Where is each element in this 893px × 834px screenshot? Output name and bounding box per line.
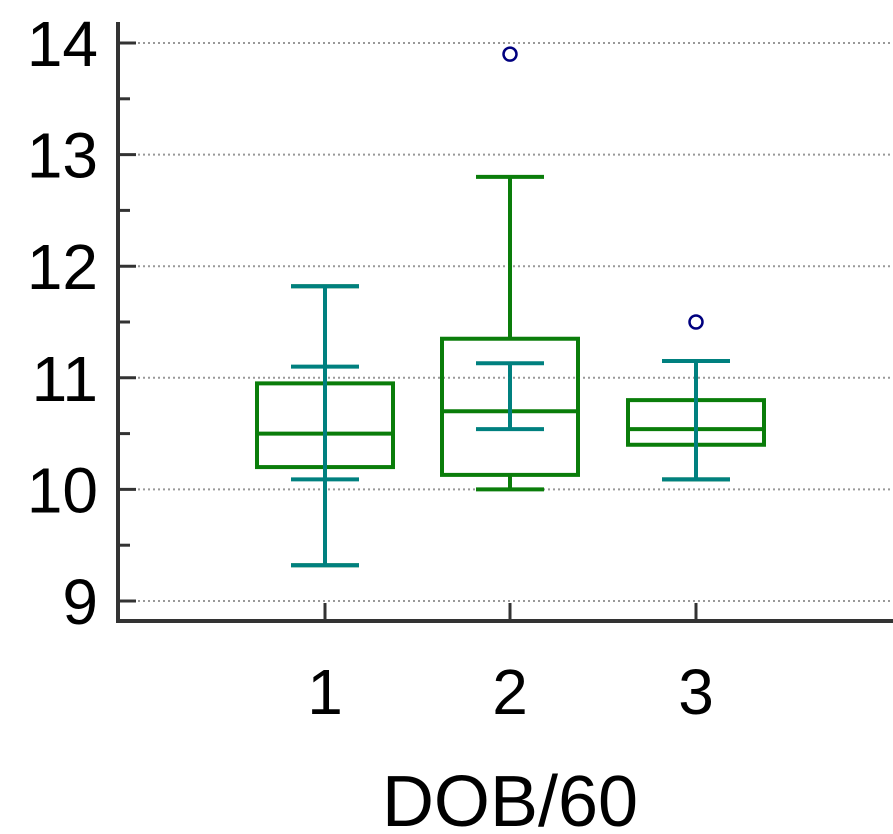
box-1 [255,284,395,568]
axes [116,22,893,623]
x-tick-label: 1 [307,656,343,728]
y-tick-label: 9 [62,566,98,638]
x-tick-label: 3 [678,656,714,728]
outlier-point [502,46,518,62]
x-axis-title: DOB/60 [382,762,638,834]
y-tick-label: 14 [27,8,98,80]
y-tick-label: 10 [27,454,98,526]
x-tick-label: 2 [492,656,528,728]
box-3 [626,314,766,482]
boxes [255,46,766,568]
outlier-point [688,314,704,330]
gridlines [118,42,893,602]
y-tick-label: 12 [27,231,98,303]
box-2 [440,46,580,492]
box-iqr [440,336,580,477]
y-tick-label: 13 [27,120,98,192]
y-tick-label: 11 [32,343,98,415]
